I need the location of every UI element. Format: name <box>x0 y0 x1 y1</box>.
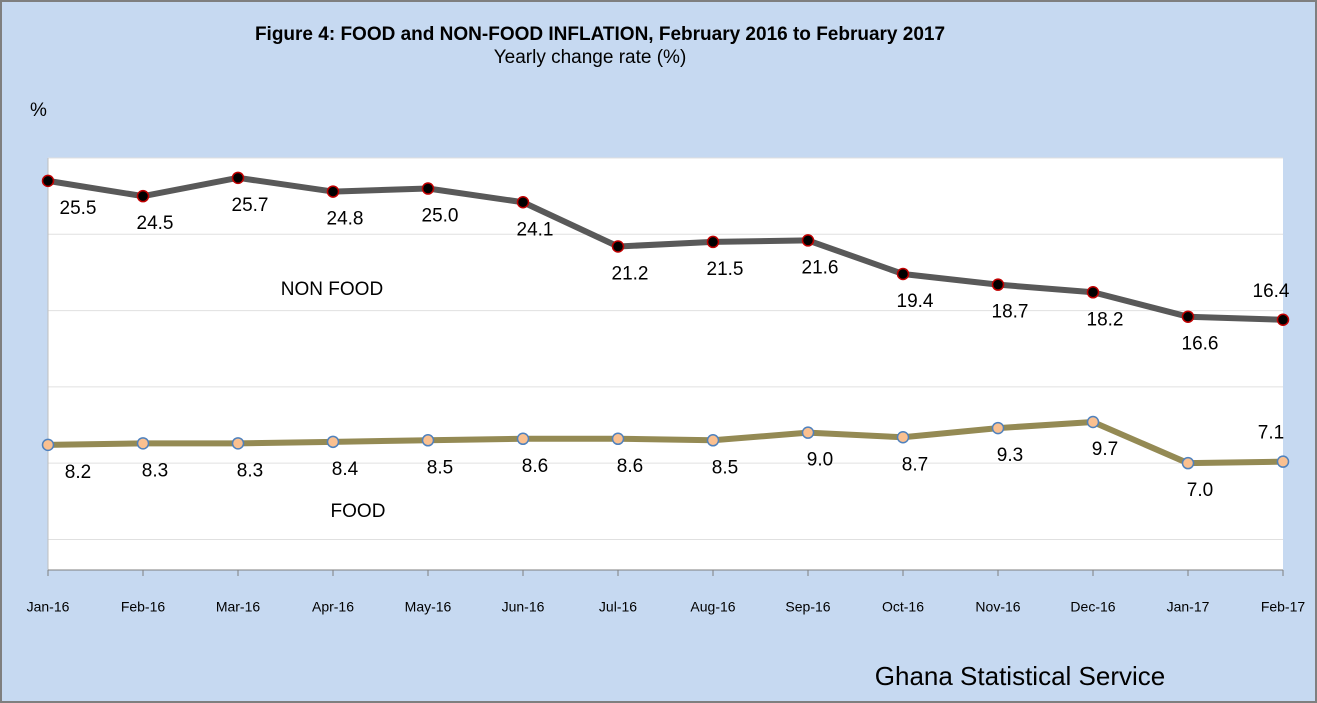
data-label: 24.8 <box>327 209 364 230</box>
series-annotation: FOOD <box>331 501 386 522</box>
data-label: 24.5 <box>137 213 174 234</box>
marker <box>706 434 720 447</box>
marker <box>801 426 815 439</box>
data-label: 9.0 <box>807 450 833 471</box>
x-tick-label: Apr-16 <box>312 599 354 615</box>
series-line <box>47 174 1284 323</box>
plot-area <box>48 158 1283 570</box>
marker <box>706 235 720 249</box>
data-label: 9.7 <box>1092 439 1118 460</box>
data-label: 21.2 <box>612 264 649 285</box>
marker <box>136 437 150 450</box>
marker <box>1276 455 1290 468</box>
marker <box>991 278 1005 291</box>
data-label: 7.1 <box>1258 423 1284 444</box>
x-tick-label: Oct-16 <box>882 599 924 615</box>
marker <box>1086 286 1100 299</box>
marker <box>1276 313 1290 326</box>
marker <box>1086 415 1100 429</box>
data-label: 21.5 <box>707 259 744 280</box>
data-label: 7.0 <box>1187 480 1213 501</box>
marker <box>41 174 55 188</box>
data-label: 8.7 <box>902 454 928 475</box>
marker <box>326 435 340 449</box>
x-tick-label: Jun-16 <box>502 599 545 615</box>
x-tick-label: Jan-17 <box>1167 599 1210 615</box>
data-label: 16.6 <box>1182 334 1219 355</box>
marker <box>326 185 340 198</box>
x-tick-label: Sep-16 <box>785 599 830 615</box>
x-tick-label: Jan-16 <box>27 599 70 615</box>
x-tick-label: Nov-16 <box>975 599 1020 615</box>
marker <box>991 421 1005 435</box>
marker <box>611 432 625 446</box>
data-label: 8.3 <box>142 460 168 481</box>
data-label: 25.7 <box>232 195 269 216</box>
data-label: 19.4 <box>897 291 934 312</box>
marker <box>516 432 530 446</box>
data-label: 9.3 <box>997 445 1023 466</box>
data-label: 8.2 <box>65 462 91 483</box>
series-annotation: NON FOOD <box>281 279 383 300</box>
y-axis-label: % <box>30 100 47 121</box>
marker <box>1181 456 1195 470</box>
marker <box>611 240 625 253</box>
data-label: 16.4 <box>1253 281 1290 302</box>
marker <box>231 437 245 450</box>
chart-title: Figure 4: FOOD and NON-FOOD INFLATION, F… <box>255 24 945 45</box>
data-label: 18.7 <box>992 302 1029 323</box>
marker <box>421 182 435 195</box>
x-tick-label: Dec-16 <box>1070 599 1115 615</box>
marker <box>801 234 815 247</box>
marker <box>41 438 55 452</box>
data-label: 8.4 <box>332 459 359 480</box>
marker <box>421 434 435 447</box>
data-label: 25.0 <box>422 206 459 227</box>
data-label: 24.1 <box>517 219 554 240</box>
data-label: 8.5 <box>712 457 738 478</box>
x-tick-label: Feb-17 <box>1261 599 1306 615</box>
series-line <box>47 418 1284 467</box>
data-label: 21.6 <box>802 257 839 278</box>
marker <box>231 171 245 185</box>
x-tick-label: Aug-16 <box>690 599 735 615</box>
source: Ghana Statistical Service <box>875 661 1165 691</box>
x-tick-label: Jul-16 <box>599 599 637 615</box>
x-tick-label: Feb-16 <box>121 599 166 615</box>
marker <box>136 189 150 203</box>
marker <box>516 196 530 209</box>
data-label: 8.6 <box>617 456 643 477</box>
marker <box>896 267 910 281</box>
data-label: 25.5 <box>60 198 97 219</box>
data-label: 18.2 <box>1087 309 1124 330</box>
chart-subtitle: Yearly change rate (%) <box>494 47 687 68</box>
data-label: 8.6 <box>522 456 548 477</box>
data-label: 8.3 <box>237 460 263 481</box>
data-label: 8.5 <box>427 457 453 478</box>
marker <box>1181 310 1195 323</box>
x-tick-label: May-16 <box>405 599 452 615</box>
x-tick-label: Mar-16 <box>216 599 261 615</box>
marker <box>896 430 910 444</box>
